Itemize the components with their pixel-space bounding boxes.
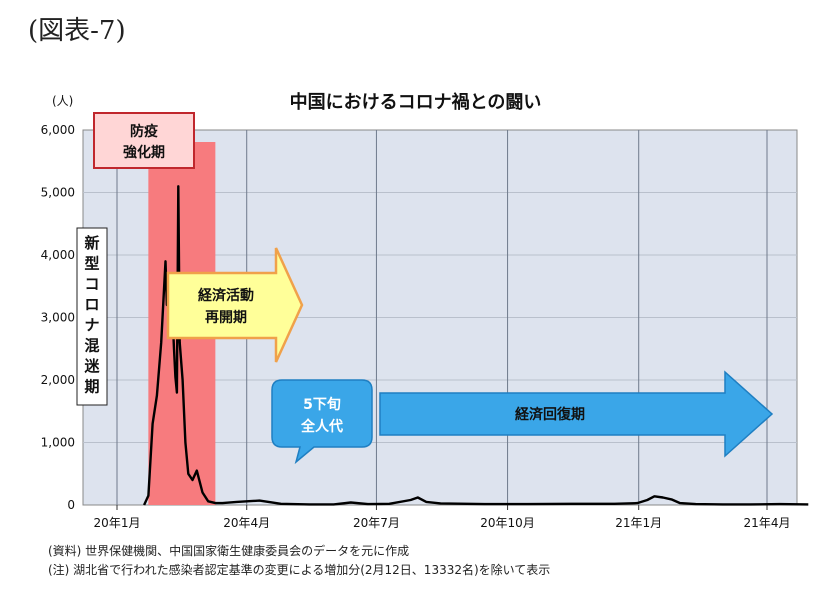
figure-label: (図表-7) (28, 16, 126, 46)
x-tick-label: 20年1月 (94, 516, 141, 530)
annotation-text: 迷 (83, 357, 100, 375)
annotation-text: ナ (84, 316, 99, 334)
annotation-text: 期 (84, 378, 99, 396)
annotation-arrow-recovery (379, 370, 774, 458)
annotation-text: 経済活動 (198, 287, 254, 304)
y-tick-label: 2,000 (41, 373, 75, 387)
x-tick-label: 20年4月 (223, 516, 270, 530)
x-tick-label: 21年4月 (744, 516, 791, 530)
notes: (資料) 世界保健機関、中国国家衛生健康委員会のデータを元に作成 (注) 湖北省… (48, 542, 550, 580)
annotation-text: 経済回復期 (515, 406, 585, 423)
x-tick-label: 20年10月 (480, 516, 535, 530)
y-tick-label: 0 (67, 498, 75, 512)
note-remark: (注) 湖北省で行われた感染者認定基準の変更による増加分(2月12日、13332… (48, 563, 551, 577)
y-tick-label: 5,000 (41, 186, 75, 200)
x-tick-label: 21年1月 (615, 516, 662, 530)
y-axis-unit: (人) (52, 94, 74, 108)
annotation-text: 再開期 (205, 310, 247, 326)
annotation-text: 新 (84, 234, 99, 252)
annotation-text: 型 (84, 255, 99, 273)
annotation-text: 5下旬 (303, 396, 341, 413)
annotation-text: ロ (84, 296, 99, 314)
annotation-text: コ (84, 275, 99, 293)
y-tick-label: 4,000 (41, 248, 75, 262)
annotation-callout-npc (271, 379, 373, 465)
note-source: (資料) 世界保健機関、中国国家衛生健康委員会のデータを元に作成 (48, 544, 410, 558)
annotation-arrow-reopening (166, 247, 304, 363)
annotation-text: 混 (84, 337, 99, 355)
annotation-text: 強化期 (123, 144, 165, 161)
annotation-text: 全人代 (300, 418, 343, 435)
y-tick-label: 6,000 (41, 123, 75, 137)
annotation-box-confusion (76, 227, 108, 406)
y-tick-label: 1,000 (41, 436, 75, 450)
annotation-box-strengthening (93, 112, 195, 169)
x-tick-label: 20年7月 (353, 516, 400, 530)
annotation-text: 防疫 (130, 123, 158, 140)
chart-title: 中国におけるコロナ禍との闘い (289, 92, 542, 113)
y-tick-label: 3,000 (41, 311, 75, 325)
